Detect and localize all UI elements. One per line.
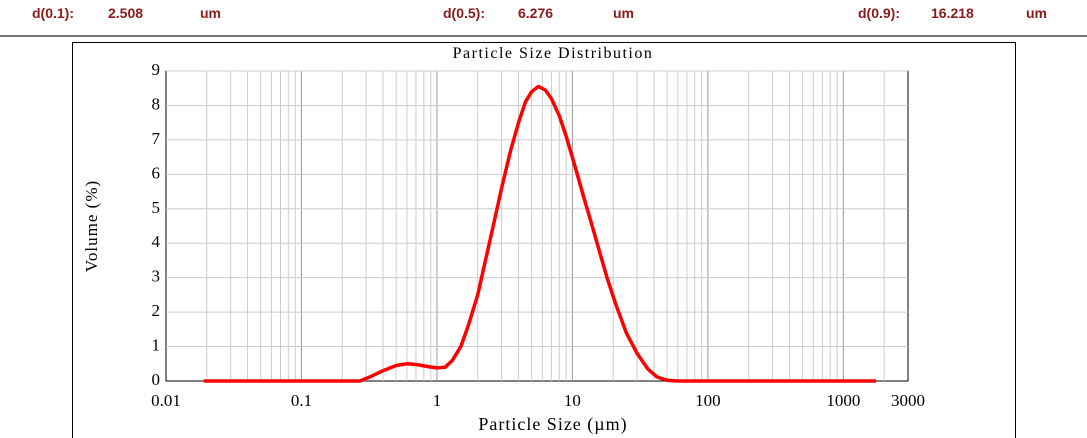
header-divider [0,35,1087,37]
d10-value: 2.508 [108,5,144,21]
y-tick-label: 2 [152,301,161,320]
x-tick-label: 3000 [891,391,925,410]
y-tick-label: 8 [152,94,161,113]
y-tick-label: 9 [152,60,161,79]
y-axis-label: Volume (%) [82,180,101,272]
x-axis-label: Particle Size (µm) [478,414,627,435]
y-tick-label: 4 [152,232,161,251]
y-tick-label: 3 [152,267,161,286]
d90-value: 16.218 [931,5,974,21]
x-tick-label: 1 [433,391,442,410]
x-tick-label: 10 [564,391,581,410]
x-tick-label: 0.1 [291,391,312,410]
plot-area [165,70,909,382]
d50-label: d(0.5): [443,5,485,21]
d10-label: d(0.1): [32,5,74,21]
d90-unit: um [1026,5,1047,21]
y-tick-label: 1 [152,336,161,355]
d50-unit: um [613,5,634,21]
y-tick-label: 5 [152,198,161,217]
y-tick-label: 7 [152,129,161,148]
x-tick-label: 100 [695,391,721,410]
d50-value: 6.276 [518,5,554,21]
d90-label: d(0.9): [858,5,900,21]
volume-series-line [203,84,876,383]
x-tick-label: 0.01 [151,391,181,410]
chart-title: Particle Size Distribution [453,45,654,62]
y-tick-label: 0 [152,370,161,389]
chart-frame [72,42,1016,438]
y-tick-label: 6 [152,163,161,182]
d10-unit: um [200,5,221,21]
x-tick-label: 1000 [826,391,860,410]
